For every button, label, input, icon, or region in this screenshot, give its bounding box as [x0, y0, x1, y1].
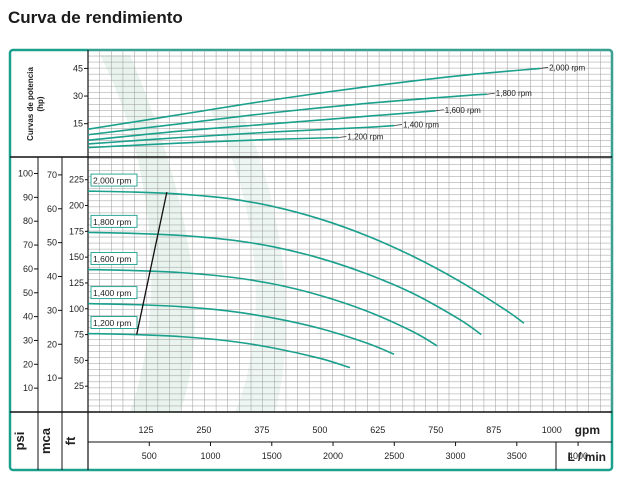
lmin-tick-label: 1000 — [200, 451, 220, 461]
head-series-label-box — [90, 252, 138, 265]
power-series-label: 1,600 rpm — [445, 106, 481, 115]
gpm-tick-label: 1000 — [542, 425, 562, 435]
ft-tick-label: 75 — [74, 330, 84, 340]
gpm-tick-label: 250 — [196, 425, 211, 435]
power-series-label: 1,800 rpm — [496, 89, 532, 98]
lmin-axis-title: L / min — [568, 450, 606, 464]
power-tick-label: 45 — [73, 63, 83, 73]
head-series-line — [87, 302, 395, 355]
head-series-label: 1,800 rpm — [93, 217, 131, 227]
mca-tick-label: 10 — [47, 373, 57, 383]
gpm-axis-title: gpm — [575, 423, 600, 437]
head-series-label-box — [90, 286, 138, 300]
background-shade — [100, 55, 195, 412]
lmin-tick-label: 4000 — [568, 451, 588, 461]
ft-tick-label: 200 — [69, 201, 84, 211]
gpm-tick-label: 125 — [138, 425, 153, 435]
psi-tick-label: 60 — [23, 264, 33, 274]
ft-tick-label: 225 — [69, 175, 84, 185]
head-series-label: 1,600 rpm — [93, 254, 131, 264]
efficiency-line — [136, 191, 168, 335]
lmin-tick-label: 1500 — [262, 451, 282, 461]
psi-tick-label: 20 — [23, 359, 33, 369]
psi-tick-label: 40 — [23, 312, 33, 322]
head-series-label-box — [90, 316, 138, 329]
mca-tick-label: 20 — [47, 339, 57, 349]
psi-tick-label: 70 — [23, 240, 33, 250]
ft-axis-title: ft — [63, 436, 78, 445]
gpm-tick-label: 750 — [428, 425, 443, 435]
lmin-tick-label: 3000 — [446, 451, 466, 461]
power-series-line — [87, 124, 395, 145]
head-series-label-box — [90, 173, 138, 187]
ft-tick-label: 25 — [74, 381, 84, 391]
power-series-label: 1,400 rpm — [403, 121, 439, 130]
power-series-label: 2,000 rpm — [549, 63, 585, 72]
power-series-label: 1,200 rpm — [347, 133, 383, 142]
gpm-tick-label: 625 — [370, 425, 385, 435]
power-series-leader — [486, 92, 495, 95]
head-series-label: 1,400 rpm — [93, 288, 131, 298]
mca-tick-label: 40 — [47, 272, 57, 282]
mca-tick-label: 70 — [47, 170, 57, 180]
psi-tick-label: 80 — [23, 216, 33, 226]
background-shade — [210, 110, 287, 412]
mca-axis-title: mca — [38, 427, 53, 454]
page-title: Curva de rendimiento — [8, 8, 183, 27]
head-series-label: 2,000 rpm — [93, 176, 131, 186]
power-series-leader — [540, 67, 549, 69]
head-series-label-box — [90, 214, 138, 228]
psi-tick-label: 50 — [23, 288, 33, 298]
psi-tick-label: 90 — [23, 192, 33, 202]
psi-tick-label: 30 — [23, 335, 33, 345]
ft-tick-label: 50 — [74, 355, 84, 365]
lmin-tick-label: 2000 — [323, 451, 343, 461]
power-series-line — [87, 136, 339, 149]
power-series-line — [87, 109, 436, 142]
ft-tick-label: 175 — [69, 226, 84, 236]
power-axis-unit: (hp) — [36, 96, 45, 111]
power-tick-label: 30 — [73, 91, 83, 101]
grid — [87, 49, 613, 413]
power-axis-label: Curvas de potencia — [26, 67, 35, 141]
mca-tick-label: 50 — [47, 238, 57, 248]
lmin-tick-label: 3500 — [507, 451, 527, 461]
gpm-tick-label: 875 — [486, 425, 501, 435]
psi-tick-label: 10 — [23, 383, 33, 393]
head-series-line — [87, 332, 351, 369]
power-tick-label: 15 — [73, 119, 83, 129]
ft-tick-label: 100 — [69, 304, 84, 314]
power-series-leader — [394, 124, 403, 126]
gpm-tick-label: 375 — [254, 425, 269, 435]
power-series-line — [87, 67, 541, 131]
head-series-line — [87, 268, 438, 347]
lmin-tick-label: 500 — [142, 451, 157, 461]
ft-tick-label: 150 — [69, 252, 84, 262]
power-series-leader — [338, 136, 347, 138]
psi-axis-title: psi — [12, 432, 27, 451]
lmin-tick-label: 2500 — [384, 451, 404, 461]
gpm-tick-label: 500 — [312, 425, 327, 435]
psi-tick-label: 100 — [18, 169, 33, 179]
mca-tick-label: 60 — [47, 204, 57, 214]
head-series-label: 1,200 rpm — [93, 318, 131, 328]
ft-tick-label: 125 — [69, 278, 84, 288]
mca-tick-label: 30 — [47, 305, 57, 315]
power-series-leader — [435, 109, 444, 112]
power-series-line — [87, 93, 487, 136]
